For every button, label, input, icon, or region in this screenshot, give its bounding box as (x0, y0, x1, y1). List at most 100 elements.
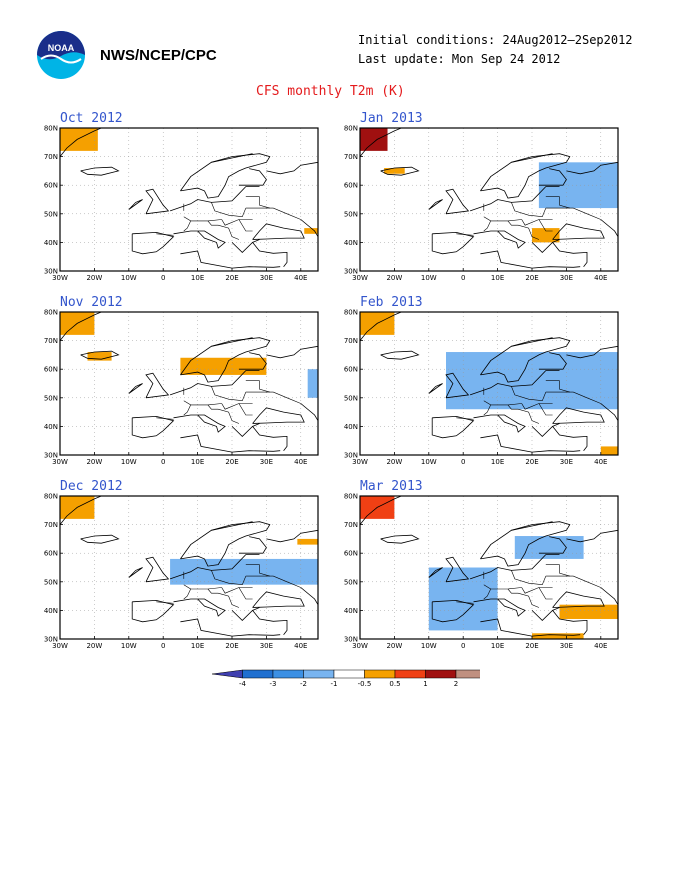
coastline (252, 610, 288, 635)
coastline (431, 599, 475, 623)
y-tick-label: 80N (44, 309, 58, 317)
coastline (428, 199, 443, 210)
country-border (538, 587, 553, 600)
coastline (266, 161, 319, 175)
map-frame (59, 127, 319, 272)
coastline (469, 186, 560, 212)
coastline (252, 407, 305, 424)
country-border (190, 403, 222, 406)
y-tick-label: 60N (44, 550, 58, 558)
coastline (600, 587, 619, 605)
country-border (511, 386, 547, 402)
coastline (238, 352, 267, 370)
coastline (169, 554, 260, 580)
coastline (128, 199, 143, 210)
noaa-logo-text: NOAA (48, 43, 75, 53)
country-border (156, 601, 174, 604)
coastline (169, 186, 260, 212)
coastline (59, 311, 102, 341)
anomaly-region-nov-2012-1 (87, 352, 112, 361)
country-border (483, 216, 492, 232)
coastline (145, 556, 170, 583)
colorbar-swatch (303, 669, 335, 679)
colorbar-swatch (242, 669, 274, 679)
x-tick-label: 20W (86, 642, 102, 650)
coastline (600, 219, 619, 237)
coastline (552, 407, 605, 424)
country-border (511, 202, 547, 218)
x-tick-label: 20E (225, 274, 238, 282)
anomaly-region-mar-2013-4 (532, 633, 584, 639)
map-frame (59, 311, 319, 456)
coastline (380, 350, 420, 360)
country-border (483, 584, 492, 600)
anomaly-region-mar-2013-3 (559, 604, 618, 619)
coastline (180, 434, 281, 453)
colorbar-label: -1 (331, 680, 338, 688)
coastline (80, 534, 120, 544)
x-tick-label: 20W (86, 458, 102, 466)
colorbar-swatch (333, 669, 365, 679)
x-tick-label: 0 (461, 274, 465, 282)
x-tick-label: 20E (525, 458, 538, 466)
map-frame (359, 311, 619, 456)
y-tick-label: 40N (44, 423, 58, 431)
y-tick-label: 70N (44, 153, 58, 161)
coastline (538, 352, 567, 370)
coastline (300, 403, 319, 421)
y-tick-label: 40N (344, 423, 358, 431)
anomaly-region-mar-2013-1 (428, 567, 498, 631)
x-tick-label: 30W (352, 274, 368, 282)
coastline (173, 414, 226, 433)
coastline (445, 372, 470, 399)
country-border (545, 391, 601, 404)
coastline (600, 403, 619, 421)
coastline (252, 426, 288, 451)
map-frame (359, 127, 619, 272)
y-tick-label: 50N (44, 578, 58, 586)
anomaly-region-oct-2012-1 (304, 228, 318, 234)
colorbar-label: 2 (454, 680, 458, 688)
colorbar-swatch (455, 669, 480, 679)
coastline (566, 161, 619, 175)
y-tick-label: 30N (44, 636, 58, 644)
y-tick-label: 50N (344, 210, 358, 218)
coastline (252, 242, 288, 267)
x-tick-label: 10E (191, 642, 204, 650)
y-tick-label: 80N (344, 125, 358, 133)
x-tick-label: 40E (294, 274, 307, 282)
coastline (431, 415, 475, 439)
country-border (490, 219, 522, 222)
country-border (538, 219, 553, 232)
country-border (521, 587, 553, 594)
x-tick-label: 10E (191, 458, 204, 466)
coastline (566, 345, 619, 359)
y-tick-label: 70N (44, 521, 58, 529)
y-tick-label: 70N (44, 337, 58, 345)
map-panel-mar-2013: 30W 20W 10W 0 10E 20E 30E 40E 30N 40N 50N 60N 70N 80N (344, 493, 619, 650)
x-tick-label: 30W (52, 642, 68, 650)
anomaly-region-mar-2013-2 (514, 536, 584, 559)
x-tick-label: 0 (461, 458, 465, 466)
y-tick-label: 60N (344, 366, 358, 374)
coastline (180, 153, 271, 199)
colorbar-label: -2 (300, 680, 307, 688)
y-tick-label: 50N (44, 210, 58, 218)
x-tick-label: 20W (386, 458, 402, 466)
x-tick-label: 30E (260, 642, 273, 650)
y-tick-label: 80N (44, 125, 58, 133)
coastline (480, 153, 571, 199)
coastline (380, 534, 420, 544)
y-tick-label: 60N (44, 182, 58, 190)
coastline (445, 188, 470, 215)
coastline (531, 239, 560, 253)
coastline (473, 598, 526, 617)
map-panel-nov-2012: 30W 20W 10W 0 10E 20E 30E 40E 30N 40N 50N 60N 70N 80N (44, 309, 319, 466)
x-tick-label: 20W (386, 274, 402, 282)
country-border (190, 587, 222, 590)
x-tick-label: 30E (560, 458, 573, 466)
coastline (300, 587, 319, 605)
map-frame (359, 495, 619, 640)
map-panel-oct-2012: 30W 20W 10W 0 10E 20E 30E 40E 30N 40N 50N 60N 70N 80N (44, 125, 319, 282)
x-tick-label: 0 (461, 642, 465, 650)
